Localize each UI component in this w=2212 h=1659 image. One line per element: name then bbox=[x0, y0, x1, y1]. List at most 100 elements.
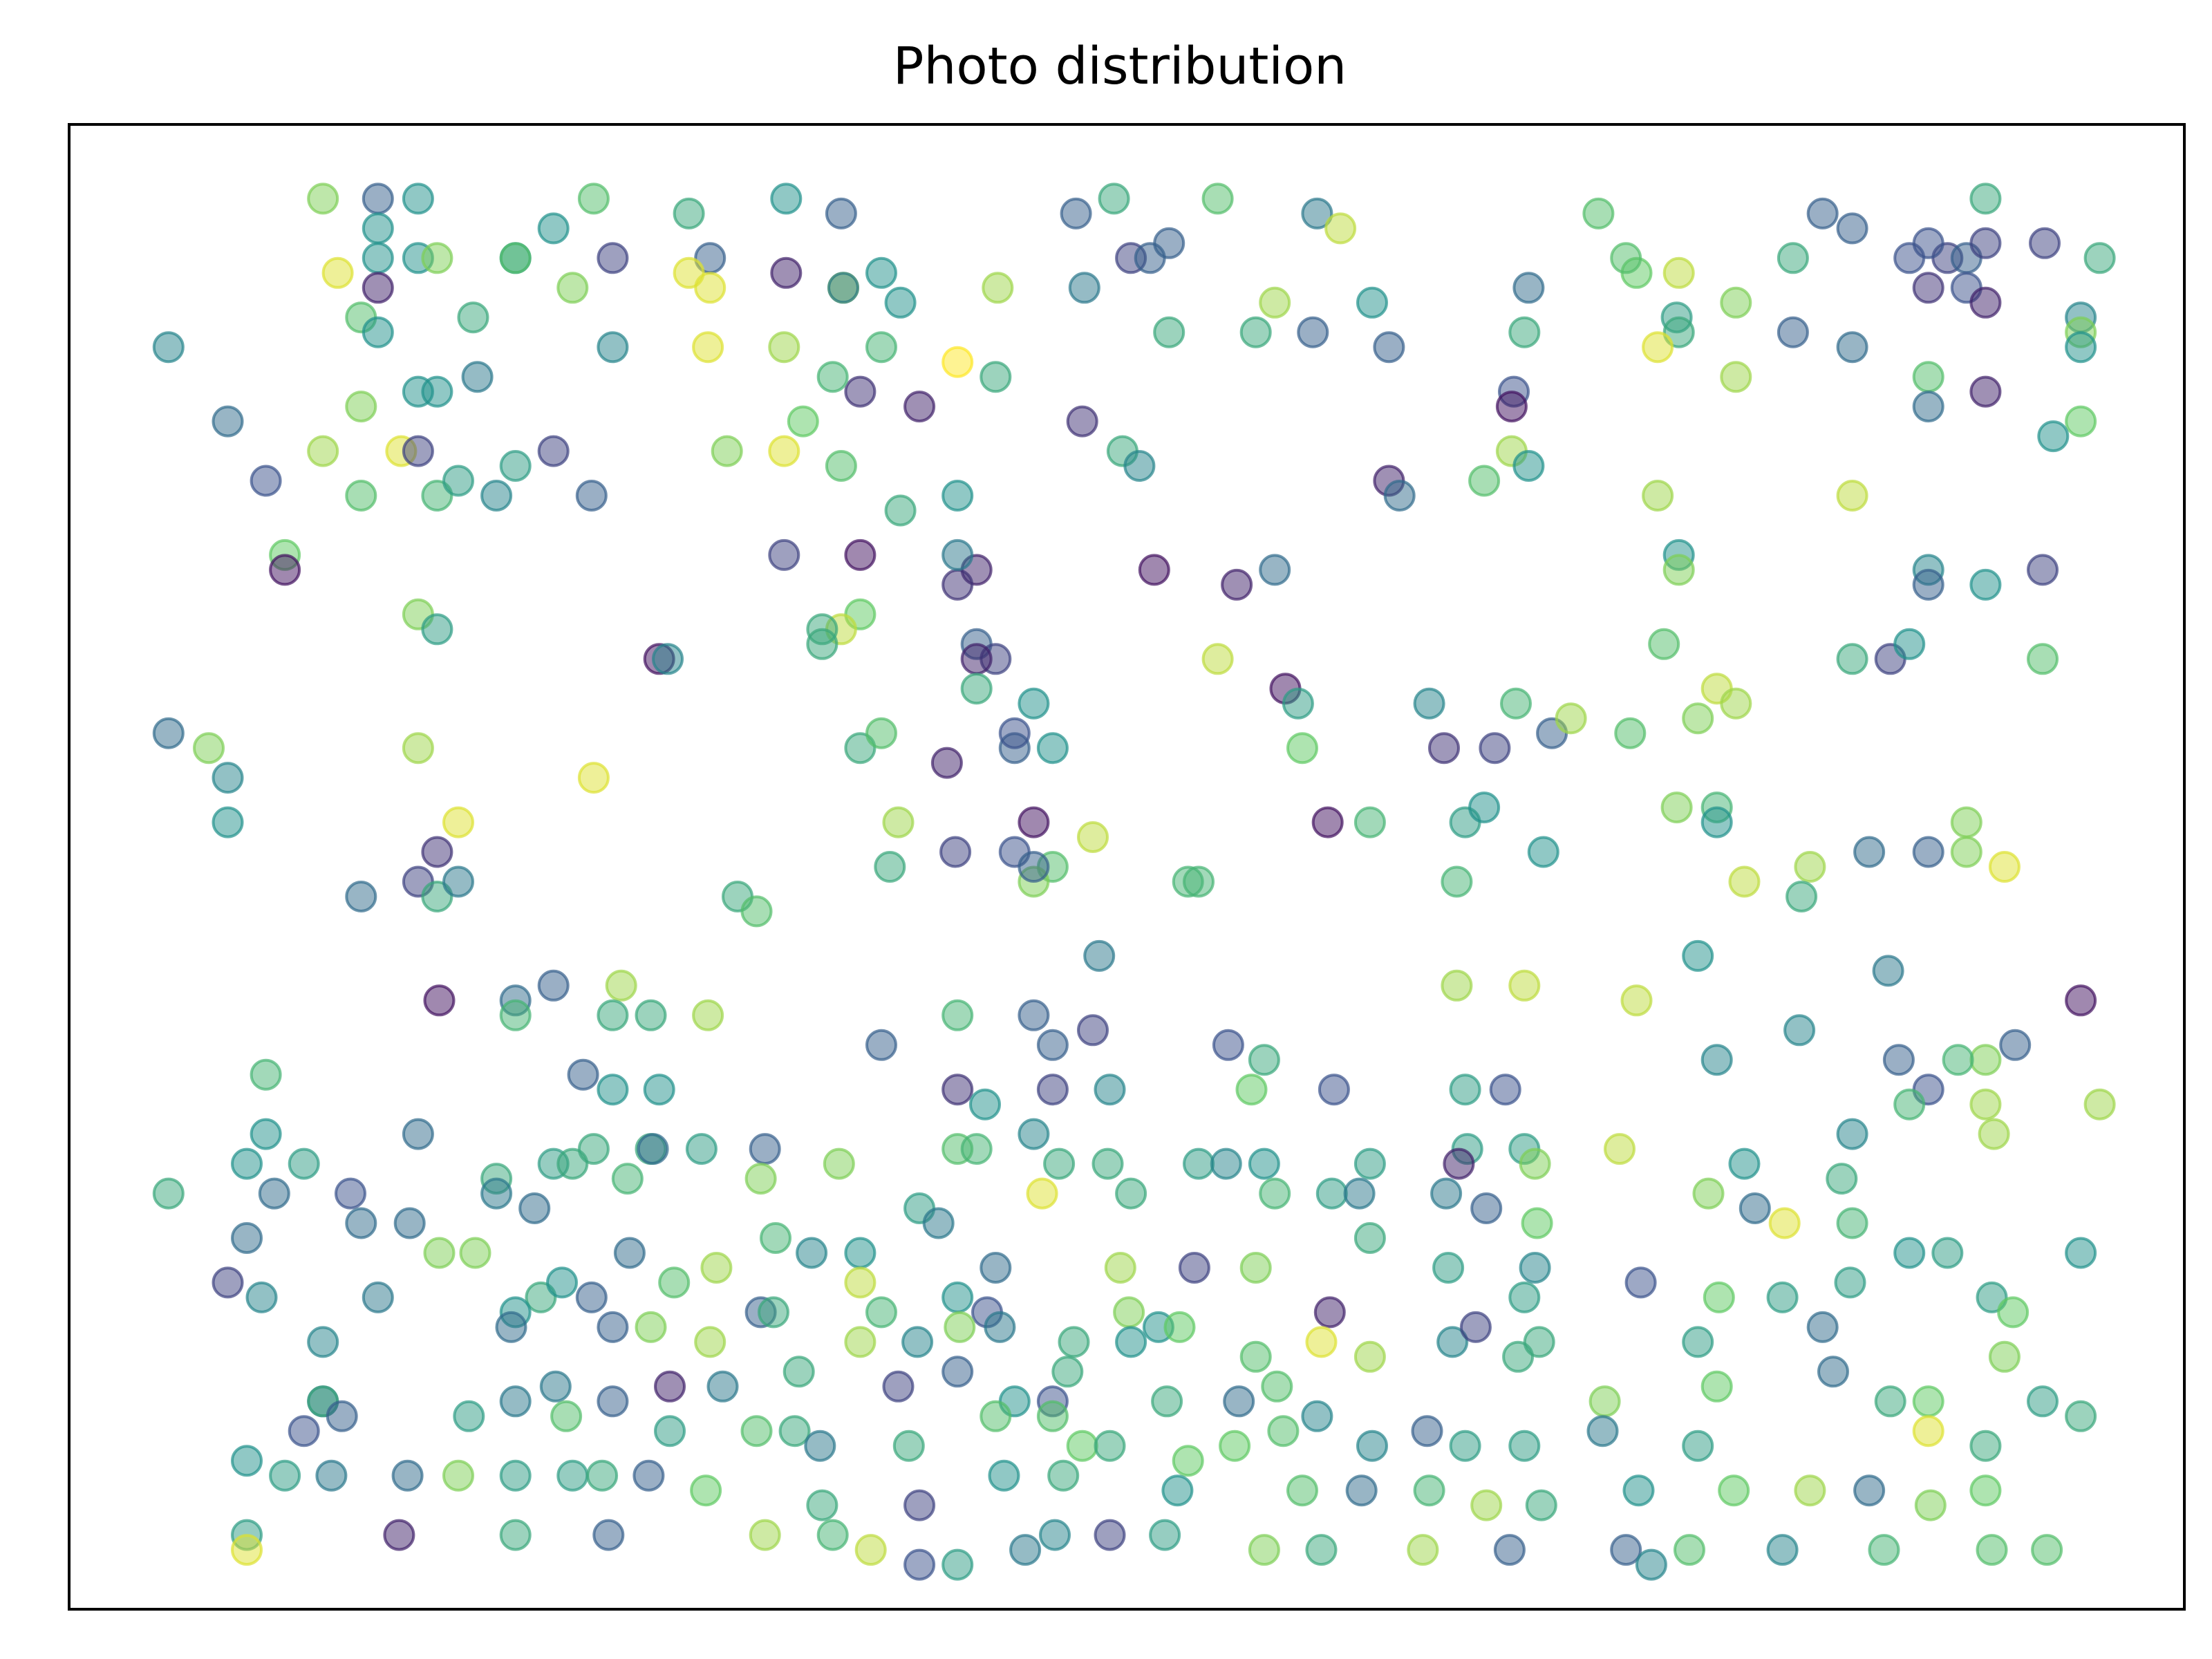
data-point bbox=[231, 1534, 263, 1566]
data-point bbox=[518, 1192, 551, 1224]
data-point bbox=[1066, 1430, 1098, 1462]
data-point bbox=[884, 494, 917, 527]
data-point bbox=[1508, 969, 1541, 1002]
data-point bbox=[1912, 568, 1944, 601]
data-point bbox=[1153, 316, 1185, 348]
data-point bbox=[1036, 1400, 1069, 1432]
data-point bbox=[1432, 1252, 1465, 1284]
data-point bbox=[1500, 687, 1532, 720]
data-point bbox=[597, 1311, 629, 1343]
data-point bbox=[2083, 1088, 2116, 1121]
data-point bbox=[1239, 316, 1272, 348]
data-point bbox=[2031, 1534, 2063, 1566]
data-point bbox=[231, 1445, 263, 1477]
data-point bbox=[453, 1400, 485, 1432]
data-point bbox=[1411, 1415, 1443, 1447]
data-point bbox=[782, 1356, 815, 1388]
data-point bbox=[960, 643, 993, 675]
data-point bbox=[1588, 1385, 1621, 1418]
data-point bbox=[499, 242, 532, 274]
data-point bbox=[577, 762, 610, 794]
data-point bbox=[1893, 1237, 1926, 1269]
data-point bbox=[1094, 1519, 1126, 1551]
data-point bbox=[1212, 1029, 1244, 1061]
data-point bbox=[537, 435, 570, 467]
data-point bbox=[421, 613, 453, 646]
data-point bbox=[1662, 256, 1695, 289]
data-point bbox=[1259, 554, 1291, 586]
data-point bbox=[152, 717, 185, 749]
data-point bbox=[1305, 1534, 1338, 1566]
data-point bbox=[1806, 1311, 1839, 1343]
data-point bbox=[865, 331, 897, 364]
data-point bbox=[605, 969, 637, 1002]
data-point bbox=[1470, 1489, 1503, 1521]
data-point bbox=[1912, 391, 1944, 423]
data-point bbox=[1223, 1385, 1255, 1418]
data-point bbox=[1969, 1088, 2002, 1121]
data-point bbox=[637, 1133, 669, 1165]
data-point bbox=[2065, 1400, 2097, 1432]
data-point bbox=[1969, 568, 2002, 601]
data-point bbox=[2065, 1237, 2097, 1269]
chart-title: Photo distribution bbox=[892, 37, 1347, 96]
data-point bbox=[749, 1519, 781, 1551]
data-point bbox=[1305, 1326, 1338, 1358]
data-point bbox=[499, 999, 532, 1031]
data-point bbox=[1720, 286, 1752, 319]
data-point bbox=[250, 465, 282, 497]
data-point bbox=[806, 1489, 838, 1521]
data-point bbox=[2083, 242, 2116, 274]
data-point bbox=[258, 1177, 290, 1210]
data-point bbox=[1301, 197, 1333, 229]
data-point bbox=[892, 1430, 925, 1462]
data-point bbox=[690, 1474, 722, 1507]
data-point bbox=[421, 836, 453, 868]
data-point bbox=[1113, 1296, 1145, 1329]
data-point bbox=[1700, 806, 1733, 838]
data-point bbox=[652, 643, 684, 675]
data-point bbox=[231, 1222, 263, 1254]
data-point bbox=[1978, 1118, 2010, 1150]
data-point bbox=[1297, 316, 1329, 348]
data-point bbox=[1525, 1489, 1557, 1521]
data-point bbox=[1178, 1252, 1210, 1284]
data-point bbox=[827, 272, 859, 304]
data-point bbox=[1239, 1340, 1272, 1373]
data-point bbox=[461, 361, 494, 393]
data-point bbox=[749, 1133, 781, 1165]
data-point bbox=[1047, 1459, 1080, 1492]
data-point bbox=[632, 1459, 665, 1492]
data-point bbox=[423, 984, 456, 1017]
data-point bbox=[1728, 1147, 1761, 1180]
data-point bbox=[1383, 480, 1416, 512]
data-point bbox=[442, 865, 474, 898]
data-point bbox=[823, 1147, 855, 1180]
data-point bbox=[1115, 1326, 1147, 1358]
data-point bbox=[1794, 1474, 1826, 1507]
data-point bbox=[1489, 1074, 1521, 1106]
data-point bbox=[1493, 1534, 1526, 1566]
data-point bbox=[694, 272, 727, 304]
data-point bbox=[1682, 939, 1714, 972]
data-point bbox=[806, 628, 838, 660]
data-point bbox=[586, 1459, 619, 1492]
data-point bbox=[1555, 702, 1587, 735]
data-point bbox=[1248, 1534, 1280, 1566]
data-point bbox=[1036, 1074, 1069, 1106]
data-point bbox=[1508, 1281, 1541, 1313]
data-point bbox=[335, 1177, 366, 1210]
data-point bbox=[1282, 687, 1314, 720]
data-point bbox=[362, 316, 394, 348]
data-point bbox=[778, 1415, 811, 1447]
data-point bbox=[1604, 1133, 1635, 1165]
data-point bbox=[740, 1415, 773, 1447]
data-point bbox=[1586, 1415, 1619, 1447]
data-point bbox=[711, 435, 743, 467]
data-point bbox=[539, 1370, 572, 1403]
data-point bbox=[1610, 242, 1642, 274]
data-point bbox=[673, 197, 705, 229]
data-point bbox=[758, 1296, 789, 1329]
data-point bbox=[2027, 1385, 2059, 1418]
data-point bbox=[980, 1252, 1012, 1284]
